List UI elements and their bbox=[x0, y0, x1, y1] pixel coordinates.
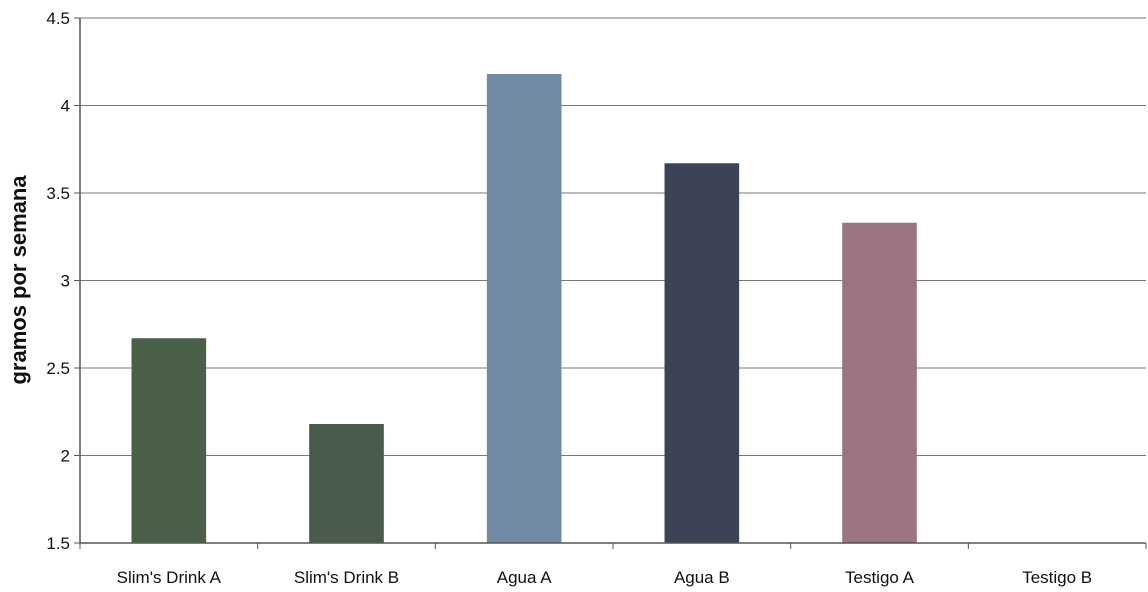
y-tick-label: 3 bbox=[61, 272, 70, 291]
bar bbox=[309, 424, 384, 543]
bars bbox=[131, 74, 917, 543]
x-tick-label: Agua B bbox=[674, 568, 730, 587]
y-tick-label: 4.5 bbox=[46, 9, 70, 28]
gridlines bbox=[80, 17, 1146, 456]
bar bbox=[842, 222, 917, 543]
y-tick-label: 2.5 bbox=[46, 359, 70, 378]
x-tick-label: Slim's Drink B bbox=[294, 568, 399, 587]
bar bbox=[486, 74, 562, 543]
y-axis-label: gramos por semana bbox=[6, 175, 31, 385]
x-tick-label: Slim's Drink A bbox=[117, 568, 222, 587]
y-tick-label: 1.5 bbox=[46, 534, 70, 553]
bar bbox=[131, 338, 207, 543]
x-tick-label: Testigo A bbox=[845, 568, 915, 587]
y-tick-label: 2 bbox=[61, 447, 70, 466]
y-tick-label: 3.5 bbox=[46, 184, 70, 203]
x-tick-label: Agua A bbox=[497, 568, 552, 587]
x-tick-labels: Slim's Drink A Slim's Drink B Agua A Agua B… bbox=[79, 543, 1147, 587]
x-tick-label: Testigo B bbox=[1022, 568, 1092, 587]
y-tick-labels: 1.5 2 2.5 3 3.5 4 4.5 bbox=[46, 9, 80, 553]
bar bbox=[664, 163, 740, 543]
y-tick-label: 4 bbox=[61, 97, 70, 116]
